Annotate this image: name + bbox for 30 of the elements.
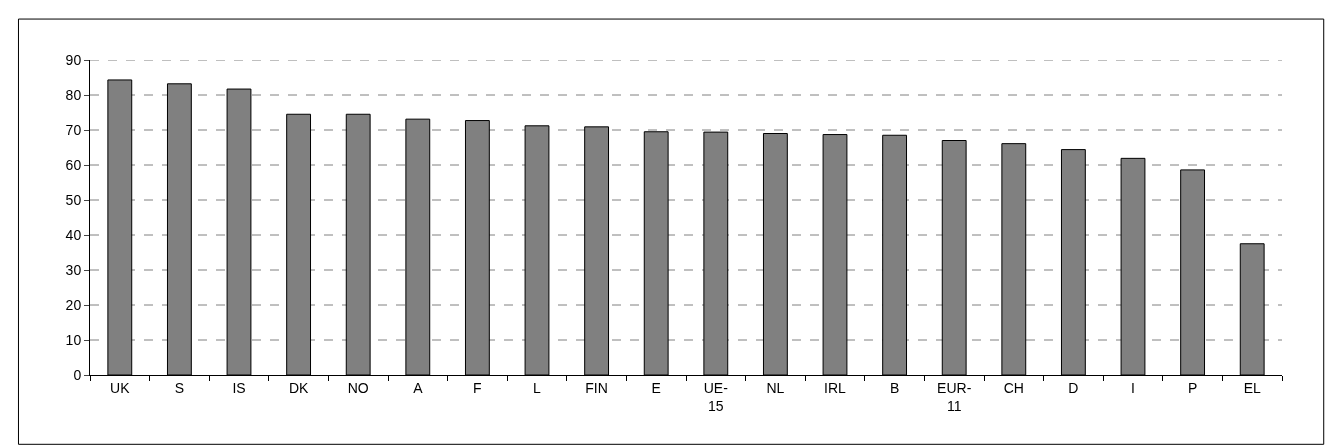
y-tick-label: 0 xyxy=(73,366,82,383)
x-tick-label: I xyxy=(1131,379,1135,396)
x-tick-label: EUR-11 xyxy=(937,379,972,414)
y-tick-label: 80 xyxy=(65,86,82,103)
x-tick-label: P xyxy=(1187,379,1198,396)
x-tick-label: E xyxy=(651,379,661,396)
x-tick-label: FIN xyxy=(585,379,608,396)
y-tick-label: 10 xyxy=(65,331,82,348)
y-tick-label: 30 xyxy=(65,261,82,278)
x-tick-label: NO xyxy=(347,379,369,396)
y-tick-label: 90 xyxy=(65,51,82,68)
y-tick-label: 50 xyxy=(65,191,82,208)
y-tick-label: 20 xyxy=(65,296,82,313)
x-tick-label: S xyxy=(174,379,185,396)
y-tick-label: 70 xyxy=(65,121,82,138)
x-tick-label: IS xyxy=(232,379,246,396)
x-tick-label: A xyxy=(413,379,424,396)
x-tick-label: CH xyxy=(1003,379,1024,396)
x-tick-label: DK xyxy=(288,379,309,396)
x-tick-label: UK xyxy=(110,379,131,396)
y-tick-label: 40 xyxy=(65,226,82,243)
y-tick-label: 60 xyxy=(65,156,82,173)
x-tick-label: EL xyxy=(1243,379,1261,396)
x-tick-label: L xyxy=(533,379,542,396)
x-tick-label: D xyxy=(1068,379,1079,396)
x-tick-label: F xyxy=(473,379,482,396)
x-tick-label: UE-15 xyxy=(703,379,729,414)
x-tick-label: B xyxy=(889,379,900,396)
x-tick-label: NL xyxy=(766,379,785,396)
x-tick-label: IRL xyxy=(824,379,847,396)
